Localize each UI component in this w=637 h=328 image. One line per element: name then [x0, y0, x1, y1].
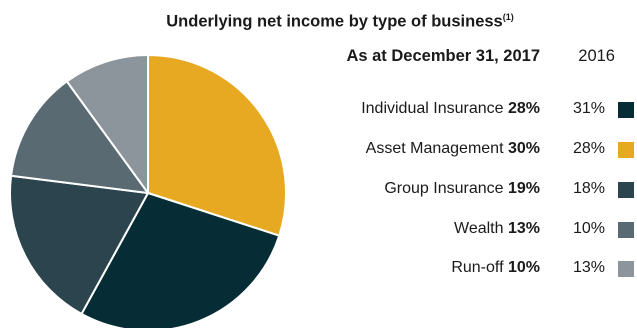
legend-previous-value: 10%: [572, 220, 605, 237]
legend-item-wealth: Wealth 13% 10%: [37, 220, 637, 240]
legend-item-asset-management: Asset Management 30% 28%: [37, 140, 637, 160]
current-year-header: As at December 31, 2017: [346, 47, 540, 65]
legend-item-run-off: Run-off 10% 13%: [37, 259, 637, 279]
legend-previous-value: 28%: [572, 140, 605, 157]
legend-previous-value: 31%: [572, 100, 605, 117]
pie-slice-run-off: [65, 54, 149, 194]
legend-current-value: 10%: [507, 259, 540, 276]
legend-swatch: [618, 261, 634, 277]
legend-item-individual-insurance: Individual Insurance 28% 31%: [37, 100, 637, 120]
pie-chart: [9, 54, 287, 328]
legend-label: Run-off: [451, 259, 504, 276]
pie-slice-wealth: [10, 80, 149, 194]
legend-swatch: [618, 102, 634, 118]
legend-swatch: [618, 142, 634, 158]
legend-swatch: [618, 182, 634, 198]
pie-slice-group-insurance: [9, 174, 149, 315]
legend-current-value: 13%: [507, 220, 540, 237]
legend-current-value: 19%: [507, 180, 540, 197]
previous-year-header: 2016: [578, 47, 615, 65]
legend-current-value: 28%: [507, 100, 540, 117]
legend-label: Asset Management: [365, 140, 504, 157]
pie-slice-individual-insurance: [80, 192, 281, 328]
legend-label: Individual Insurance: [361, 100, 504, 117]
legend-previous-value: 13%: [572, 259, 605, 276]
legend-current-value: 30%: [507, 140, 540, 157]
legend-label: Wealth: [454, 220, 504, 237]
legend-item-group-insurance: Group Insurance 19% 18%: [37, 180, 637, 200]
legend-label: Group Insurance: [384, 180, 504, 197]
pie-slice-asset-management: [147, 54, 287, 237]
legend-swatch: [618, 222, 634, 238]
legend-previous-value: 18%: [572, 180, 605, 197]
title-footnote: (1): [502, 12, 514, 22]
chart-title: Underlying net income by type of busines…: [166, 12, 514, 31]
